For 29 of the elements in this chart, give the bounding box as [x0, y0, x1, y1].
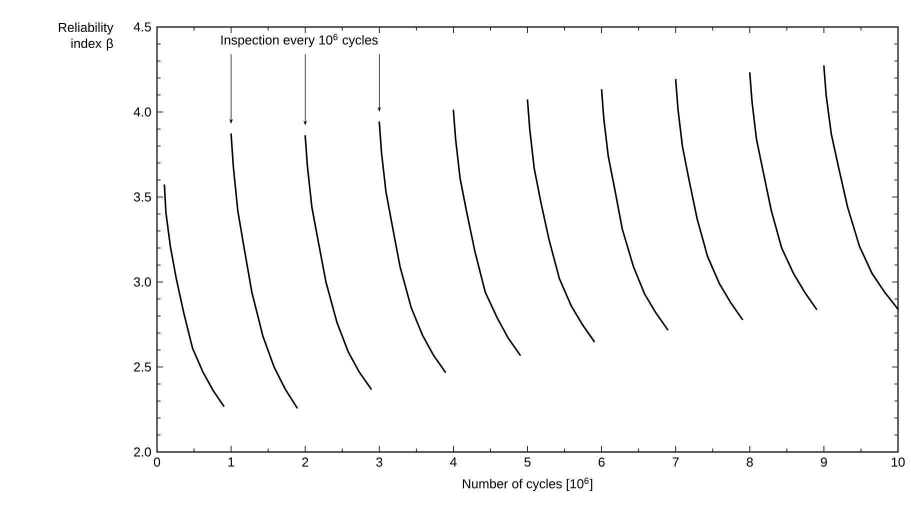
y-axis-title: Reliability index β	[58, 22, 114, 51]
x-tick-label: 6	[598, 458, 605, 467]
line-series	[526, 99, 595, 342]
y-tick-label: 2.0	[134, 447, 151, 457]
x-tick-label: 5	[524, 458, 531, 467]
x-tick-label: 4	[450, 458, 457, 466]
x-tick-label: 8	[746, 458, 753, 467]
x-axis-title: Number of cycles [10$^{6}$]	[462, 478, 592, 491]
y-tick-label: 3.5	[134, 192, 151, 202]
annotation: Inspection every 10$^{6}$ cycles	[221, 34, 378, 48]
line-series	[378, 121, 446, 373]
x-tick-label: 1	[228, 458, 234, 466]
y-tick-label: 2.5	[134, 362, 151, 372]
x-tick-label: 7	[672, 458, 679, 466]
x-tick-label: 9	[820, 458, 827, 467]
y-tick-label: 4.5	[134, 22, 151, 32]
line-series	[749, 72, 818, 310]
x-tick-label: 10	[892, 458, 905, 467]
x-tick-label: 2	[302, 458, 308, 467]
line-series	[600, 89, 668, 330]
y-tick-label: 4.0	[134, 107, 151, 117]
line-series	[230, 133, 298, 409]
line-series	[674, 78, 744, 320]
line-series	[304, 134, 372, 390]
line-series	[452, 109, 521, 356]
x-tick-label: 0	[154, 458, 160, 467]
line-series	[164, 184, 224, 407]
x-tick-label: 3	[376, 458, 382, 467]
y-tick-label: 3.0	[134, 277, 151, 287]
